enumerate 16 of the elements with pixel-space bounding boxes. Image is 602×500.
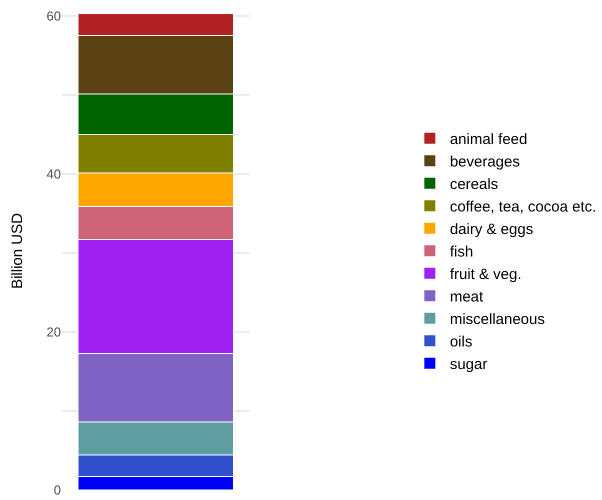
y-tick-label: 20	[46, 324, 61, 340]
legend-label: coffee, tea, cocoa etc.	[450, 198, 596, 216]
legend-label: meat	[450, 288, 484, 306]
legend-label: fruit & veg.	[450, 266, 522, 284]
y-axis-title: Billion USD	[9, 212, 26, 289]
legend-label: animal feed	[450, 131, 528, 148]
y-tick-label: 0	[54, 482, 61, 498]
legend-label: dairy & eggs	[450, 221, 534, 238]
y-tick-label: 60	[46, 8, 61, 24]
legend-label: oils	[450, 334, 472, 351]
legend-label: sugar	[450, 356, 488, 374]
legend-label: fish	[450, 244, 474, 261]
legend-label: beverages	[450, 154, 520, 171]
y-tick-label: 40	[46, 166, 61, 182]
legend-label: cereals	[450, 176, 498, 194]
legend-label: miscellaneous	[450, 311, 545, 328]
